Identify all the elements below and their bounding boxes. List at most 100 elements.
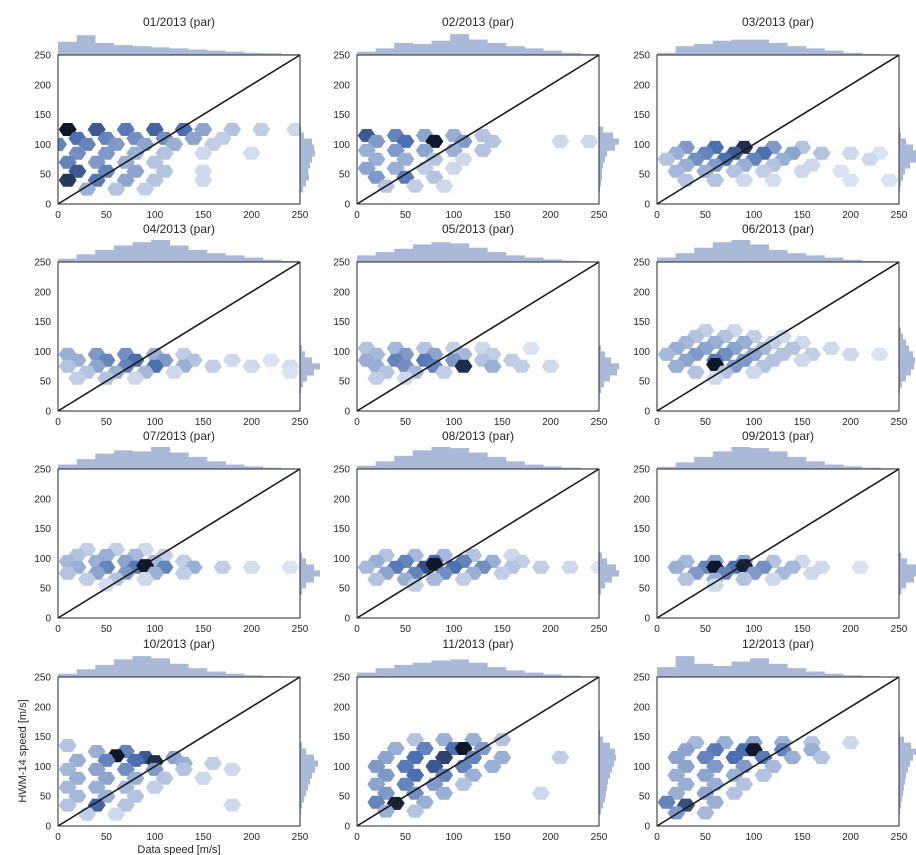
x-marginal-bar bbox=[768, 663, 788, 677]
x-marginal-bar bbox=[375, 252, 395, 262]
hexbin bbox=[657, 795, 676, 809]
x-marginal-bar bbox=[861, 260, 881, 262]
hexbin bbox=[880, 173, 899, 187]
hexbin bbox=[386, 161, 405, 175]
y-tick-label: 150 bbox=[633, 524, 650, 535]
hexbin bbox=[812, 146, 831, 160]
x-tick-label: 250 bbox=[891, 417, 908, 428]
x-tick-label: 150 bbox=[794, 624, 811, 635]
y-marginal-bar bbox=[300, 345, 302, 352]
y-marginal-bar bbox=[300, 144, 314, 151]
x-marginal-bar bbox=[132, 656, 152, 677]
hexbin-layer bbox=[367, 733, 570, 818]
y-tick-label: 0 bbox=[644, 407, 650, 418]
hexbin bbox=[357, 560, 376, 574]
x-marginal-bar bbox=[76, 669, 96, 677]
hexbin bbox=[262, 353, 280, 367]
y-marginal-bar bbox=[300, 582, 306, 589]
panel-title: 01/2013 (par) bbox=[143, 15, 215, 29]
y-marginal-bar bbox=[899, 802, 901, 809]
y-tick-label: 50 bbox=[639, 792, 651, 803]
y-marginal-bar bbox=[899, 564, 916, 571]
x-tick-label: 100 bbox=[445, 832, 462, 843]
x-tick-label: 200 bbox=[542, 832, 559, 843]
panel-title: 02/2013 (par) bbox=[442, 15, 514, 29]
y-tick-label: 0 bbox=[644, 200, 650, 211]
x-tick-label: 100 bbox=[745, 624, 762, 635]
x-marginal-bar bbox=[58, 258, 77, 262]
x-marginal-bar bbox=[76, 254, 96, 262]
hexbin bbox=[667, 751, 686, 764]
y-marginal-bar bbox=[899, 742, 911, 749]
y-tick-label: 250 bbox=[333, 465, 350, 476]
x-marginal-bar bbox=[113, 45, 133, 55]
y-marginal-bar bbox=[300, 357, 312, 364]
x-marginal-bar bbox=[524, 257, 544, 262]
hexbin bbox=[754, 751, 773, 764]
hexbin-layer bbox=[58, 543, 300, 592]
hexbin bbox=[242, 359, 261, 373]
y-marginal-bar bbox=[300, 168, 308, 175]
hexbin bbox=[242, 146, 261, 160]
x-marginal-bar bbox=[843, 675, 863, 677]
identity-line bbox=[57, 468, 301, 619]
hexbin bbox=[531, 560, 550, 574]
y-marginal-bar bbox=[899, 796, 902, 803]
x-marginal-bar bbox=[487, 456, 507, 469]
y-tick-label: 100 bbox=[34, 140, 51, 151]
hexbin bbox=[367, 777, 386, 791]
x-marginal-bar bbox=[225, 255, 245, 262]
y-marginal-bar bbox=[899, 156, 916, 163]
hexbin-layer bbox=[58, 739, 242, 821]
hexbin bbox=[454, 359, 473, 373]
hexbin bbox=[841, 347, 860, 361]
panel-title: 09/2013 (par) bbox=[742, 429, 814, 443]
x-tick-label: 100 bbox=[745, 210, 762, 221]
x-marginal-bar bbox=[543, 259, 563, 262]
x-marginal-bar bbox=[487, 252, 507, 262]
y-marginal-bar bbox=[599, 772, 610, 779]
plot-frame bbox=[356, 468, 600, 619]
y-tick-label: 200 bbox=[333, 702, 350, 713]
y-marginal-bar bbox=[300, 132, 304, 139]
hexbin bbox=[706, 759, 725, 773]
panel-9: 09/2013 (par) 0 50 100 150 200 250 0 50 100 150 200… bbox=[633, 429, 916, 635]
hexbin bbox=[706, 578, 725, 592]
x-marginal-bar bbox=[76, 35, 96, 55]
x-marginal-bar bbox=[468, 662, 488, 677]
x-marginal-bar bbox=[132, 46, 152, 55]
x-marginal-bar bbox=[225, 51, 245, 55]
y-marginal-bar bbox=[599, 576, 612, 583]
y-marginal-bar bbox=[599, 363, 619, 370]
x-marginal-bar bbox=[824, 464, 844, 469]
x-marginal-bar bbox=[675, 46, 695, 55]
y-tick-label: 50 bbox=[639, 377, 651, 388]
x-marginal-bar bbox=[805, 255, 825, 262]
hexbin bbox=[165, 137, 184, 151]
x-marginal-bar bbox=[394, 664, 414, 677]
y-marginal-bar bbox=[899, 766, 908, 773]
x-marginal-bar bbox=[206, 461, 226, 469]
hexbin-layer bbox=[667, 554, 870, 592]
hexbin bbox=[116, 780, 135, 794]
hexbin bbox=[406, 804, 425, 818]
y-marginal-bar bbox=[300, 363, 320, 370]
y-tick-label: 250 bbox=[333, 673, 350, 684]
hexbin bbox=[841, 146, 860, 160]
hexbin bbox=[822, 341, 841, 355]
hexbin bbox=[58, 566, 77, 580]
y-tick-label: 200 bbox=[633, 702, 650, 713]
y-marginal-bar bbox=[300, 162, 310, 169]
identity-line bbox=[57, 261, 301, 412]
x-marginal-bar bbox=[468, 247, 488, 262]
x-marginal-bar bbox=[375, 461, 395, 469]
hexbin bbox=[783, 751, 802, 764]
x-tick-label: 250 bbox=[591, 624, 608, 635]
hexbin-layer bbox=[657, 140, 899, 187]
hexbin bbox=[97, 371, 116, 385]
y-marginal-bar bbox=[899, 784, 904, 791]
y-marginal-bar bbox=[899, 558, 907, 565]
y-tick-label: 100 bbox=[633, 762, 650, 773]
hexbin bbox=[851, 560, 870, 574]
y-marginal-bar bbox=[899, 754, 913, 761]
